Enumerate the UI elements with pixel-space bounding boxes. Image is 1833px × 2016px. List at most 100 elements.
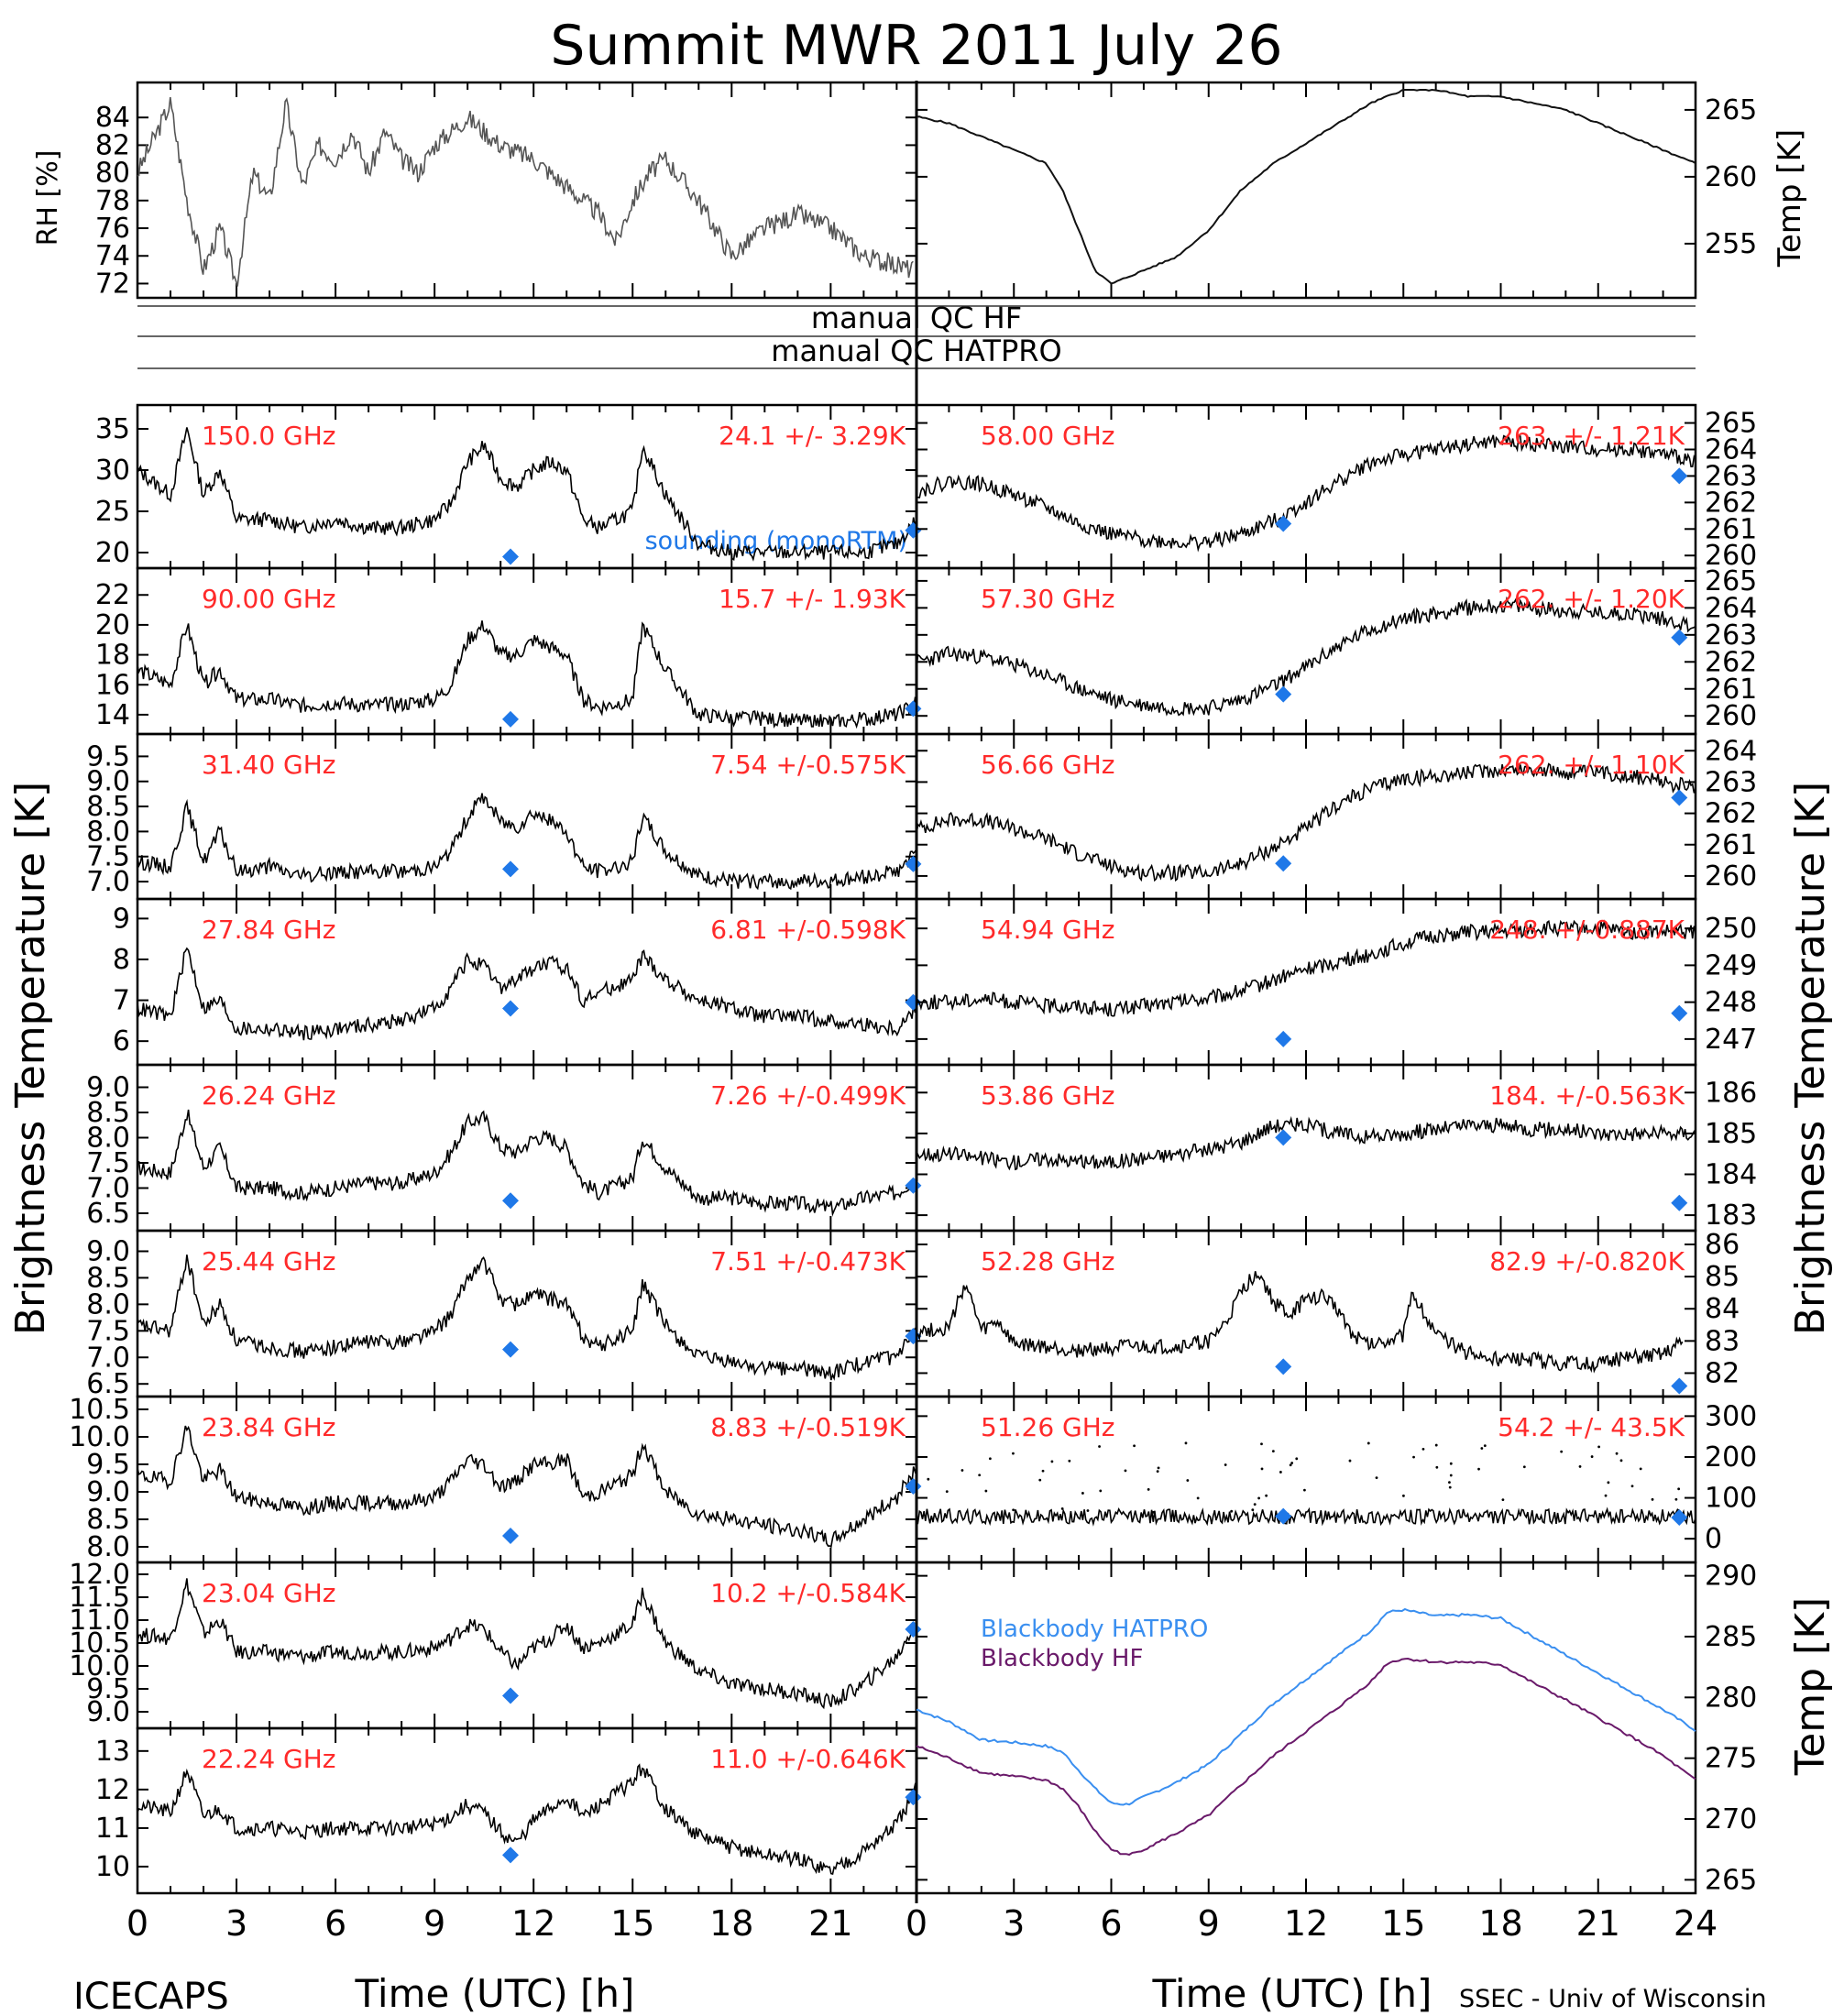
outlier-point — [1086, 1509, 1090, 1512]
stat-label: 6.81 +/-0.598K — [710, 915, 906, 945]
y-tick-label: 261 — [1705, 674, 1757, 706]
outlier-point — [1124, 1469, 1127, 1473]
series-line — [137, 947, 917, 1041]
outlier-point — [1133, 1444, 1136, 1448]
frequency-label: 23.04 GHz — [202, 1578, 336, 1608]
temp-axis-label: Temp [K] — [1772, 129, 1808, 268]
y-tick-label: 8.0 — [86, 1123, 130, 1155]
outlier-point — [1522, 1465, 1526, 1469]
x-tick-label: 9 — [1198, 1903, 1220, 1944]
stat-label: 263. +/- 1.21K — [1498, 421, 1685, 451]
outlier-point — [1260, 1467, 1264, 1471]
outlier-point — [1560, 1450, 1564, 1453]
sounding-marker — [1275, 1129, 1292, 1146]
series-line — [916, 919, 1696, 1017]
rh-axis-label: RH [%] — [32, 150, 64, 247]
y-tick-label: 9.0 — [86, 1235, 130, 1267]
outlier-point — [1041, 1469, 1045, 1473]
outlier-point — [1060, 1507, 1064, 1510]
y-tick-label: 185 — [1705, 1118, 1757, 1150]
outlier-point — [1099, 1489, 1103, 1493]
y-tick-label: 264 — [1705, 434, 1757, 466]
panel-blackbody: 265 270 275 280 285 290 — [915, 1561, 1757, 1896]
outlier-point — [1156, 1470, 1159, 1474]
x-tick-label: 0 — [906, 1903, 927, 1944]
sounding-marker — [1671, 1377, 1688, 1395]
y-tick-label: 7.5 — [86, 1315, 130, 1347]
panel-f2624: 6.57.07.58.08.59.0 26.24 GHz 7.26 +/-0.499… — [86, 1063, 922, 1233]
y-tick-label: 16 — [95, 669, 130, 701]
outlier-point — [1186, 1479, 1190, 1482]
sounding-marker — [501, 1528, 519, 1544]
outlier-point — [1050, 1460, 1054, 1463]
outlier-point — [1597, 1445, 1601, 1449]
frequency-label: 150.0 GHz — [202, 421, 336, 451]
outlier-point — [1184, 1441, 1188, 1445]
panel-f2784: 6 7 8 9 27.84 GHz 6.81 +/-0.598K — [113, 897, 922, 1067]
frequency-label: 27.84 GHz — [202, 915, 336, 945]
y-tick-label: 261 — [1705, 513, 1757, 545]
y-tick-label: 250 — [1705, 913, 1757, 945]
y-tick-label: 72 — [95, 268, 130, 300]
stat-label: 248. +/-0.887K — [1489, 915, 1685, 945]
y-tick-label: 14 — [95, 699, 130, 731]
outlier-point — [1448, 1481, 1451, 1485]
series-line-hatpro — [916, 1607, 1696, 1806]
outlier-point — [1224, 1463, 1227, 1466]
y-tick-label: 10.0 — [69, 1650, 130, 1682]
y-tick-label: 260 — [1705, 161, 1757, 193]
outlier-point — [1448, 1485, 1452, 1489]
frequency-label: 90.00 GHz — [202, 584, 336, 614]
y-tick-label: 10.5 — [69, 1394, 130, 1426]
series-line — [137, 1109, 917, 1217]
sounding-marker — [501, 548, 519, 565]
outlier-point — [1477, 1467, 1480, 1471]
series-line — [137, 427, 917, 562]
frequency-label: 56.66 GHz — [981, 750, 1115, 780]
outlier-point — [1604, 1494, 1608, 1497]
frequency-label: 22.24 GHz — [202, 1744, 336, 1774]
outlier-point — [1152, 1510, 1155, 1514]
y-tick-label: 7 — [113, 985, 130, 1017]
y-tick-label: 8.0 — [86, 1531, 130, 1563]
y-tick-label: 260 — [1705, 860, 1757, 893]
y-tick-label: 86 — [1705, 1229, 1740, 1261]
outlier-point — [1068, 1459, 1071, 1463]
y-tick-label: 7.5 — [86, 841, 130, 873]
y-tick-label: 13 — [95, 1736, 130, 1768]
outlier-point — [1012, 1508, 1015, 1512]
y-tick-label: 263 — [1705, 460, 1757, 492]
x-tick-label: 3 — [1003, 1903, 1025, 1944]
right-y-axis-label: Brightness Temperature [K] — [1787, 782, 1833, 1335]
y-tick-label: 262 — [1705, 646, 1757, 678]
y-tick-label: 10 — [95, 1851, 130, 1883]
series-line — [916, 1271, 1684, 1374]
frequency-label: 53.86 GHz — [981, 1080, 1115, 1111]
outlier-point — [1639, 1467, 1642, 1471]
y-tick-label: 0 — [1705, 1523, 1722, 1555]
outlier-point — [984, 1489, 988, 1493]
outlier-point — [1257, 1496, 1260, 1500]
outlier-point — [1230, 1509, 1234, 1513]
stat-label: 10.2 +/-0.584K — [710, 1578, 906, 1608]
y-tick-label: 25 — [95, 496, 130, 528]
outlier-point — [1271, 1450, 1275, 1453]
x-axis-label-right: Time (UTC) [h] — [1152, 1971, 1432, 2016]
sounding-marker — [501, 1341, 519, 1358]
y-tick-label: 8.5 — [86, 1262, 130, 1294]
series-line — [916, 1115, 1696, 1171]
y-tick-label: 255 — [1705, 228, 1757, 260]
y-tick-label: 85 — [1705, 1261, 1740, 1293]
sounding-marker — [501, 1687, 519, 1704]
y-tick-label: 84 — [1705, 1293, 1740, 1325]
series-line — [137, 1255, 917, 1381]
x-tick-label: 9 — [423, 1903, 445, 1944]
y-tick-label: 290 — [1705, 1561, 1757, 1593]
sounding-marker — [1275, 1358, 1292, 1375]
x-tick-label: 0 — [126, 1903, 148, 1944]
frequency-label: 26.24 GHz — [202, 1080, 336, 1111]
frequency-label: 23.84 GHz — [202, 1412, 336, 1442]
